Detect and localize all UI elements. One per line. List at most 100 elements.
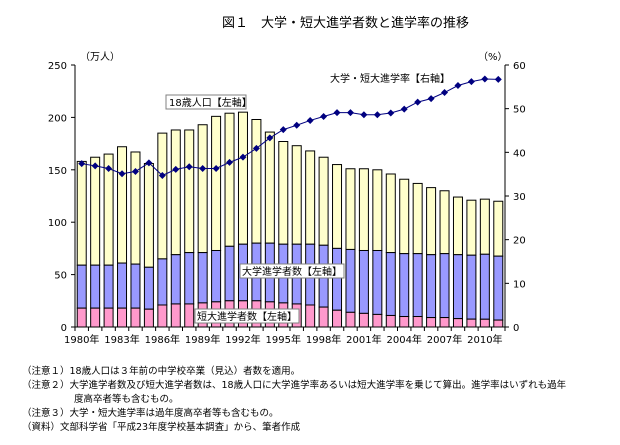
bar-junior-college bbox=[452, 318, 463, 328]
rate-point bbox=[494, 75, 502, 83]
note-1: （注意１）18歳人口は３年前の中学校卒業（見込）者数を適用。 bbox=[22, 366, 301, 377]
notes: （注意１）18歳人口は３年前の中学校卒業（見込）者数を適用。 （注意２）大学進学… bbox=[22, 365, 566, 435]
x-tick-label: 2001年 bbox=[346, 333, 381, 346]
right-tick-label: 40 bbox=[513, 148, 526, 159]
bar-18-population bbox=[157, 132, 168, 260]
bar-junior-college bbox=[130, 307, 141, 328]
rate-point bbox=[158, 171, 166, 179]
bar-18-population bbox=[143, 163, 154, 268]
bar-university bbox=[399, 253, 410, 318]
bar-18-population bbox=[237, 111, 248, 245]
bar-university bbox=[184, 252, 195, 305]
rate-point bbox=[118, 170, 126, 178]
right-tick-label: 60 bbox=[513, 61, 526, 72]
bar-18-population bbox=[184, 129, 195, 254]
bar-university bbox=[332, 247, 343, 311]
bar-junior-college bbox=[90, 307, 101, 328]
bar-junior-college bbox=[103, 307, 114, 328]
right-tick-label: 50 bbox=[513, 105, 526, 116]
x-tick-label: 1992年 bbox=[225, 333, 260, 346]
bar-18-population bbox=[385, 173, 396, 254]
bar-18-population bbox=[466, 199, 477, 256]
bar-junior-college bbox=[318, 306, 329, 328]
label-junior-college: 短大進学者数【左軸】 bbox=[197, 310, 297, 323]
right-tick-label: 30 bbox=[513, 192, 526, 203]
legend-junior-college: 短大進学者数【左軸】 bbox=[194, 308, 300, 324]
bars bbox=[76, 111, 504, 328]
bar-university bbox=[170, 254, 181, 305]
bar-18-population bbox=[197, 124, 208, 254]
x-tick-label: 1989年 bbox=[185, 333, 220, 346]
x-tick-label: 1983年 bbox=[104, 333, 139, 346]
bar-junior-college bbox=[157, 304, 168, 328]
bar-junior-college bbox=[426, 317, 437, 328]
bar-junior-college bbox=[399, 316, 410, 328]
rate-point bbox=[333, 109, 341, 117]
rate-point bbox=[360, 111, 368, 119]
bar-university bbox=[117, 262, 128, 309]
bar-junior-college bbox=[305, 304, 316, 328]
rate-point bbox=[414, 98, 422, 106]
bar-university bbox=[345, 248, 356, 313]
bar-18-population bbox=[439, 190, 450, 255]
bar-junior-college bbox=[358, 312, 369, 328]
bar-junior-college bbox=[332, 309, 343, 328]
chart: 図１ 大学・短大進学者数と進学率の推移 （万人） （%） 05010015020… bbox=[48, 15, 526, 346]
rate-point bbox=[91, 162, 99, 170]
bar-university bbox=[211, 249, 222, 303]
bar-18-population bbox=[345, 168, 356, 250]
bar-university bbox=[385, 252, 396, 316]
rate-point bbox=[172, 165, 180, 173]
x-tick-label: 1980年 bbox=[64, 333, 99, 346]
rate-point bbox=[373, 111, 381, 119]
bar-junior-college bbox=[372, 313, 383, 328]
bar-junior-college bbox=[479, 318, 490, 328]
rate-point bbox=[441, 89, 449, 97]
bar-18-population bbox=[318, 156, 329, 246]
bar-university bbox=[130, 263, 141, 309]
bar-18-population bbox=[305, 150, 316, 245]
x-tick-label: 1986年 bbox=[145, 333, 180, 346]
bar-junior-college bbox=[493, 319, 504, 328]
bar-university bbox=[479, 253, 490, 320]
rate-point bbox=[306, 116, 314, 124]
rate-line bbox=[78, 75, 502, 179]
bar-university bbox=[90, 264, 101, 309]
left-tick-label: 100 bbox=[48, 218, 67, 229]
bar-18-population bbox=[493, 200, 504, 257]
bar-junior-college bbox=[439, 317, 450, 328]
rate-line-path bbox=[81, 78, 499, 177]
bar-university bbox=[197, 252, 208, 304]
rate-point bbox=[131, 168, 139, 176]
bar-university bbox=[439, 253, 450, 319]
bar-18-population bbox=[211, 115, 222, 251]
x-tick-label: 2004年 bbox=[386, 333, 421, 346]
label-university: 大学進学者数【左軸】 bbox=[242, 265, 342, 278]
left-tick-label: 50 bbox=[54, 271, 67, 282]
bar-18-population bbox=[170, 129, 181, 256]
bar-university bbox=[426, 254, 437, 319]
bar-18-population bbox=[412, 182, 423, 255]
rate-point bbox=[320, 113, 328, 121]
x-tick-label: 2007年 bbox=[427, 333, 462, 346]
rate-point bbox=[387, 109, 395, 117]
bar-junior-college bbox=[170, 303, 181, 328]
axes: 0 50 100 150 200 250 0 10 20 30 40 50 60 1980年 1983年 19… bbox=[48, 61, 526, 346]
label-18-population: 18歳人口【左軸】 bbox=[169, 96, 252, 109]
bar-18-population bbox=[278, 141, 289, 245]
bar-18-population bbox=[399, 178, 410, 255]
bar-university bbox=[493, 255, 504, 321]
legend-18-population: 18歳人口【左軸】 bbox=[165, 94, 252, 110]
bar-university bbox=[76, 264, 87, 309]
x-tick-label: 1995年 bbox=[266, 333, 301, 346]
bar-18-population bbox=[264, 131, 275, 244]
rate-point bbox=[145, 159, 153, 167]
bar-18-population bbox=[251, 118, 262, 244]
bar-18-population bbox=[452, 196, 463, 256]
bar-18-population bbox=[358, 168, 369, 251]
rate-point bbox=[78, 160, 86, 168]
left-axis-label: （万人） bbox=[80, 51, 120, 63]
left-tick-label: 150 bbox=[48, 166, 67, 177]
bar-university bbox=[452, 254, 463, 320]
source-note: （資料）文部科学省「平成23年度学校基本調査」から、筆者作成 bbox=[22, 422, 301, 433]
